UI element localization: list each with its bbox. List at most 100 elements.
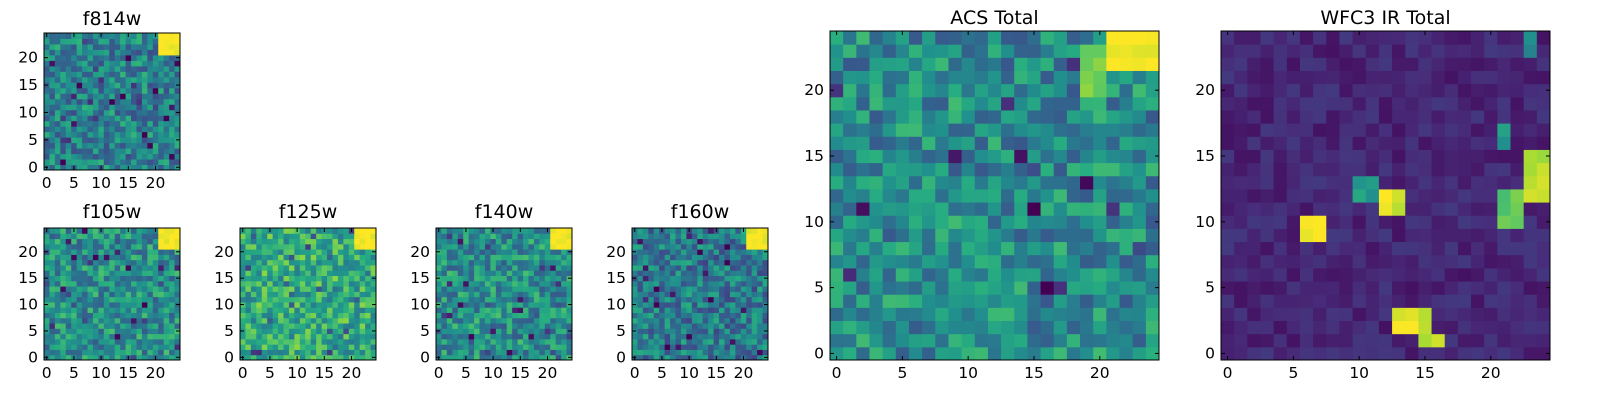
heatmap-cell bbox=[174, 296, 181, 303]
heatmap-cell bbox=[719, 301, 725, 308]
heatmap-cell bbox=[528, 280, 535, 287]
heatmap-cell bbox=[1313, 44, 1327, 58]
heatmap-cell bbox=[1536, 267, 1551, 282]
heatmap-cell bbox=[735, 323, 742, 329]
heatmap-cell bbox=[550, 280, 557, 287]
heatmap-cell bbox=[1106, 123, 1121, 137]
heatmap-cell bbox=[54, 312, 61, 319]
heatmap-cell bbox=[468, 254, 475, 261]
heatmap-cell bbox=[1273, 215, 1288, 229]
heatmap-cell bbox=[659, 344, 666, 350]
heatmap-cell bbox=[1523, 44, 1538, 58]
heatmap-cell bbox=[49, 328, 56, 335]
heatmap-cell bbox=[163, 126, 170, 133]
heatmap-cell bbox=[474, 323, 481, 329]
heatmap-cell bbox=[1106, 44, 1121, 58]
heatmap-cell bbox=[125, 65, 132, 72]
heatmap-cell bbox=[961, 70, 976, 85]
heatmap-cell bbox=[1260, 31, 1275, 45]
heatmap-cell bbox=[691, 270, 698, 277]
heatmap-cell bbox=[120, 71, 127, 78]
heatmap-cell bbox=[1299, 333, 1314, 348]
heatmap-cell bbox=[1093, 44, 1107, 58]
y-tick-label: 10 bbox=[410, 296, 430, 314]
heatmap-cell bbox=[359, 249, 366, 255]
heatmap-cell bbox=[1431, 202, 1446, 216]
heatmap-cell bbox=[1001, 188, 1015, 203]
heatmap-cell bbox=[539, 238, 546, 245]
heatmap-cell bbox=[642, 291, 649, 298]
heatmap-cell bbox=[114, 280, 121, 287]
heatmap-cell bbox=[125, 286, 132, 292]
heatmap-cell bbox=[670, 328, 677, 335]
heatmap-cell bbox=[71, 323, 78, 329]
heatmap-cell bbox=[648, 333, 655, 340]
heatmap-cell bbox=[256, 333, 263, 340]
heatmap-cell bbox=[60, 275, 67, 282]
heatmap-cell bbox=[550, 238, 557, 245]
heatmap-cell bbox=[1119, 188, 1134, 203]
heatmap-cell bbox=[935, 294, 949, 308]
heatmap-cell bbox=[120, 60, 127, 67]
heatmap-cell bbox=[272, 243, 279, 250]
heatmap-cell bbox=[463, 275, 470, 282]
heatmap-cell bbox=[103, 76, 110, 83]
heatmap-cell bbox=[1234, 202, 1248, 216]
heatmap-cell bbox=[125, 317, 132, 324]
heatmap-cell bbox=[54, 349, 61, 356]
heatmap-cell bbox=[1299, 83, 1314, 98]
heatmap-cell bbox=[174, 270, 181, 277]
heatmap-cell bbox=[555, 296, 562, 303]
heatmap-cell bbox=[544, 264, 551, 271]
heatmap-cell bbox=[103, 301, 110, 308]
heatmap-cell bbox=[71, 87, 78, 94]
heatmap-cell bbox=[131, 137, 137, 144]
heatmap-cell bbox=[702, 264, 709, 271]
heatmap-cell bbox=[294, 317, 301, 324]
heatmap-cell bbox=[566, 296, 573, 303]
heatmap-cell bbox=[109, 109, 116, 116]
heatmap-cell bbox=[1431, 294, 1446, 308]
heatmap-cell bbox=[1457, 320, 1472, 335]
heatmap-cell bbox=[1510, 346, 1525, 361]
heatmap-cell bbox=[648, 249, 655, 255]
heatmap-cell bbox=[1523, 333, 1538, 348]
heatmap-cell bbox=[697, 296, 704, 303]
heatmap-cell bbox=[1234, 294, 1248, 308]
heatmap-cell bbox=[843, 241, 857, 256]
heatmap-cell bbox=[1431, 44, 1446, 58]
heatmap-cell bbox=[1299, 136, 1314, 150]
heatmap-cell bbox=[343, 275, 350, 282]
heatmap-cell bbox=[474, 238, 481, 245]
heatmap-cell bbox=[250, 301, 257, 308]
heatmap-cell bbox=[158, 323, 165, 329]
heatmap-cell bbox=[555, 264, 562, 271]
heatmap-cell bbox=[751, 249, 758, 255]
heatmap-cell bbox=[76, 87, 83, 94]
heatmap-cell bbox=[152, 312, 159, 319]
heatmap-cell bbox=[49, 301, 56, 308]
heatmap-cell bbox=[895, 123, 910, 137]
heatmap-cell bbox=[343, 333, 350, 340]
heatmap-cell bbox=[1510, 123, 1525, 137]
heatmap-cell bbox=[659, 323, 666, 329]
heatmap-cell bbox=[512, 312, 519, 319]
heatmap-cell bbox=[332, 249, 339, 255]
heatmap-cell bbox=[250, 323, 257, 329]
heatmap-cell bbox=[436, 254, 442, 261]
heatmap-cell bbox=[724, 280, 731, 287]
heatmap-cell bbox=[278, 259, 285, 266]
heatmap-cell bbox=[278, 228, 285, 234]
heatmap-cell bbox=[370, 228, 377, 234]
heatmap-cell bbox=[1484, 267, 1498, 282]
heatmap-cell bbox=[948, 83, 963, 98]
heatmap-cell bbox=[987, 44, 1002, 58]
heatmap-cell bbox=[87, 333, 94, 340]
heatmap-cell bbox=[76, 38, 83, 45]
heatmap-cell bbox=[1145, 136, 1160, 150]
heatmap-cell bbox=[147, 301, 154, 308]
heatmap-cell bbox=[54, 120, 61, 127]
heatmap-cell bbox=[337, 344, 344, 350]
heatmap-cell bbox=[54, 49, 61, 56]
heatmap-cell bbox=[517, 233, 524, 240]
